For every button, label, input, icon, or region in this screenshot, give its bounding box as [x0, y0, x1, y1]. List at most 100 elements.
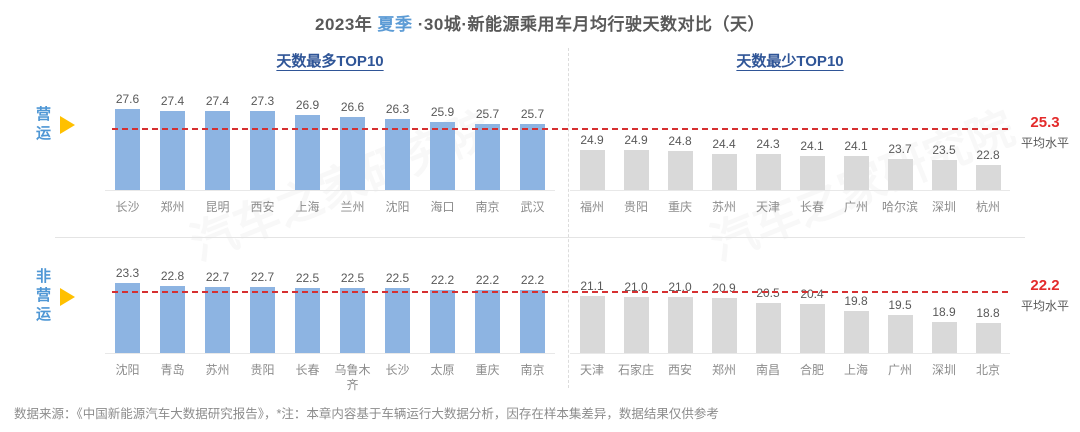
- bar: [340, 288, 365, 353]
- bar-value-label: 22.5: [385, 271, 410, 285]
- bar: [475, 124, 500, 190]
- row-label-text: 营运: [34, 106, 51, 144]
- average-dashed-line: [112, 128, 1008, 130]
- bar: [755, 303, 781, 353]
- bar: [385, 119, 410, 190]
- bar-value-label: 27.6: [115, 92, 140, 106]
- city-label: 西安: [250, 200, 275, 214]
- bar: [295, 115, 320, 190]
- bar-column: 21.0: [658, 280, 702, 353]
- city-label: 海口: [430, 200, 455, 214]
- bar: [887, 315, 913, 353]
- bar: [475, 290, 500, 353]
- city-label: 天津: [755, 200, 780, 214]
- title-season-highlight: 夏季: [377, 15, 413, 34]
- city-label: 乌鲁木齐: [334, 363, 371, 392]
- city-label: 南京: [520, 363, 545, 377]
- bar: [931, 160, 957, 190]
- bar-value-label: 26.6: [340, 100, 365, 114]
- average-value: 25.3: [1030, 114, 1060, 131]
- city-label: 长春: [799, 200, 824, 214]
- bar-value-label: 22.2: [430, 273, 455, 287]
- bar-column: 22.2: [465, 273, 510, 353]
- bar: [843, 156, 869, 190]
- city-label: 武汉: [520, 200, 545, 214]
- bar-column: 18.8: [966, 306, 1010, 353]
- title-suffix: ·30城·新能源乘用车月均行驶天数对比（天）: [412, 15, 765, 34]
- chart-panel-operating-least: 24.9 24.9 24.8 24.4 24.3 24.1 24.1 23.7 23.5 22.8…: [570, 78, 1010, 215]
- bar-value-label: 26.3: [385, 102, 410, 116]
- average-dashed-line: [112, 291, 1008, 293]
- bar: [115, 283, 140, 353]
- city-label: 沈阳: [385, 200, 410, 214]
- city-label: 广州: [843, 200, 868, 214]
- bar: [520, 124, 545, 190]
- triangle-right-icon: [60, 116, 75, 134]
- bar-value-label: 22.2: [520, 273, 545, 287]
- bar-value-label: 22.8: [976, 148, 1000, 162]
- bar-value-label: 22.7: [250, 270, 275, 284]
- city-label: 上海: [843, 363, 868, 377]
- bar-column: 24.9: [570, 133, 614, 190]
- bar: [887, 159, 913, 190]
- chart-panel-non-operating-least: 21.1 21.0 21.0 20.9 20.5 20.4 19.8 19.5 18.9 18.8…: [570, 246, 1010, 378]
- bar: [975, 323, 1001, 353]
- bar-column: 22.5: [330, 271, 375, 353]
- bar-value-label: 24.1: [800, 139, 824, 153]
- bar-column: 22.5: [285, 271, 330, 353]
- bars-area: 27.6 27.4 27.4 27.3 26.9 26.6 26.3 25.9 25.7 25.7: [105, 78, 555, 191]
- bar-value-label: 25.7: [475, 107, 500, 121]
- bar-value-label: 25.9: [430, 105, 455, 119]
- bar-value-label: 27.4: [160, 94, 185, 108]
- row-label-operating: 营运: [32, 106, 75, 144]
- bar: [115, 109, 140, 190]
- bar-column: 23.5: [922, 143, 966, 190]
- bar-value-label: 22.2: [475, 273, 500, 287]
- bar: [160, 286, 185, 353]
- bar-column: 21.1: [570, 279, 614, 353]
- bar-column: 26.6: [330, 100, 375, 190]
- bar-value-label: 24.9: [580, 133, 604, 147]
- bar: [205, 111, 230, 190]
- bars-area: 24.9 24.9 24.8 24.4 24.3 24.1 24.1 23.7 23.5 22.8: [570, 78, 1010, 191]
- bar: [430, 122, 455, 190]
- bar-value-label: 19.5: [888, 298, 912, 312]
- average-value: 22.2: [1030, 277, 1060, 294]
- bar-column: 26.3: [375, 102, 420, 190]
- bar-column: 22.2: [420, 273, 465, 353]
- bar-value-label: 23.3: [115, 266, 140, 280]
- bar-column: 24.4: [702, 137, 746, 190]
- city-label: 天津: [579, 363, 604, 377]
- city-labels-row: 天津 石家庄 西安 郑州 南昌 合肥 上海 广州 深圳 北京: [570, 354, 1010, 378]
- chart-panel-non-operating-most: 23.3 22.8 22.7 22.7 22.5 22.5 22.5 22.2 22.2 22.2…: [105, 246, 555, 393]
- bar: [385, 288, 410, 353]
- bar-column: 18.9: [922, 305, 966, 353]
- city-label: 太原: [430, 363, 455, 377]
- bar: [623, 150, 649, 190]
- bar-value-label: 21.0: [624, 280, 648, 294]
- bar-value-label: 27.3: [250, 94, 275, 108]
- bar-value-label: 20.5: [756, 286, 780, 300]
- page-title: 2023年 夏季 ·30城·新能源乘用车月均行驶天数对比（天）: [0, 10, 1080, 35]
- bar: [799, 156, 825, 190]
- city-label: 郑州: [711, 363, 736, 377]
- city-label: 北京: [975, 363, 1000, 377]
- bar-value-label: 24.9: [624, 133, 648, 147]
- bars-area: 21.1 21.0 21.0 20.9 20.5 20.4 19.8 19.5 18.9 18.8: [570, 246, 1010, 354]
- bar-column: 21.0: [614, 280, 658, 353]
- bar-value-label: 20.4: [800, 287, 824, 301]
- bar: [931, 322, 957, 353]
- bar: [975, 165, 1001, 190]
- bar-column: 27.3: [240, 94, 285, 190]
- bar: [205, 287, 230, 353]
- column-header-least-days: 天数最少TOP10: [736, 53, 844, 70]
- city-label: 青岛: [160, 363, 185, 377]
- city-label: 贵阳: [250, 363, 275, 377]
- bar-column: 24.1: [790, 139, 834, 190]
- bar-column: 22.8: [966, 148, 1010, 190]
- bar-value-label: 22.5: [295, 271, 320, 285]
- bar-column: 23.3: [105, 266, 150, 353]
- city-label: 南京: [475, 200, 500, 214]
- average-label-non-operating: 22.2 平均水平: [1012, 277, 1078, 314]
